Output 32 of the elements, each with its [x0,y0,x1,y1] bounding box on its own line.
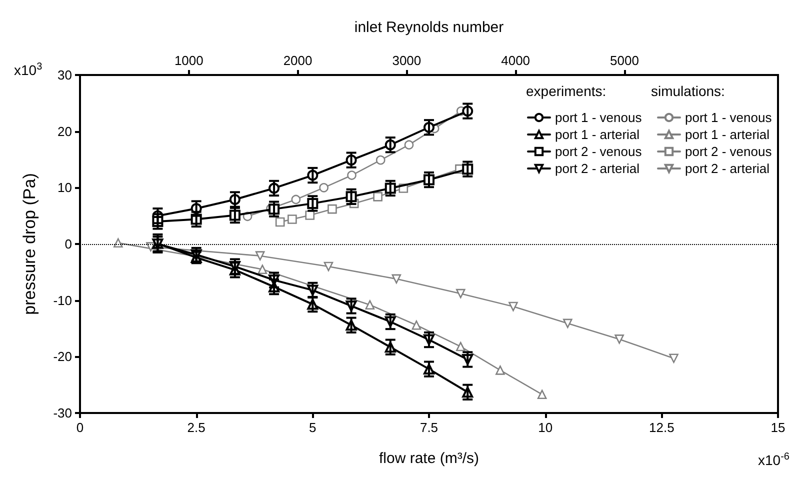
legend-label: port 1 - venous [555,110,642,125]
legend-label: port 1 - venous [685,110,772,125]
legend-label: port 1 - arterial [555,127,640,142]
y-tick-label: -30 [53,406,72,420]
legend-label: port 1 - arterial [685,127,770,142]
legend-label: port 2 - arterial [555,161,640,176]
x-tick-label: 12.5 [649,420,674,435]
x2-tick-label: 5000 [610,53,639,68]
legend-label: port 2 - venous [555,144,642,159]
x-tick-label: 10 [538,420,553,435]
x2-axis-title: inlet Reynolds number [354,19,504,36]
x2-tick-label: 4000 [501,53,530,68]
x-axis-title: flow rate (m³/s) [378,450,480,467]
annotation: experiments: [526,83,606,99]
legend-label: port 2 - arterial [685,161,770,176]
x-tick-label: 7.5 [420,420,438,435]
legend-label: port 2 - venous [685,144,772,159]
y-axis-title: pressure drop (Pa) [20,173,39,315]
x-tick-label: 15 [770,420,786,435]
x-tick-label: 2.5 [187,420,206,435]
y-tick-label: -20 [53,349,72,364]
y-tick-label: 10 [58,180,72,196]
x2-tick-label: 2000 [283,53,312,68]
x-tick-label: 5 [309,420,316,435]
x2-tick-label: 1000 [174,53,204,68]
x-tick-label: 0 [76,420,84,435]
x2-tick-label: 3000 [392,53,422,68]
y-tick-label: 0 [64,236,72,252]
y-tick-label: 30 [58,68,72,82]
annotation: simulations: [651,83,725,99]
y-tick-label: -10 [53,292,72,308]
y-tick-label: 20 [58,124,72,139]
